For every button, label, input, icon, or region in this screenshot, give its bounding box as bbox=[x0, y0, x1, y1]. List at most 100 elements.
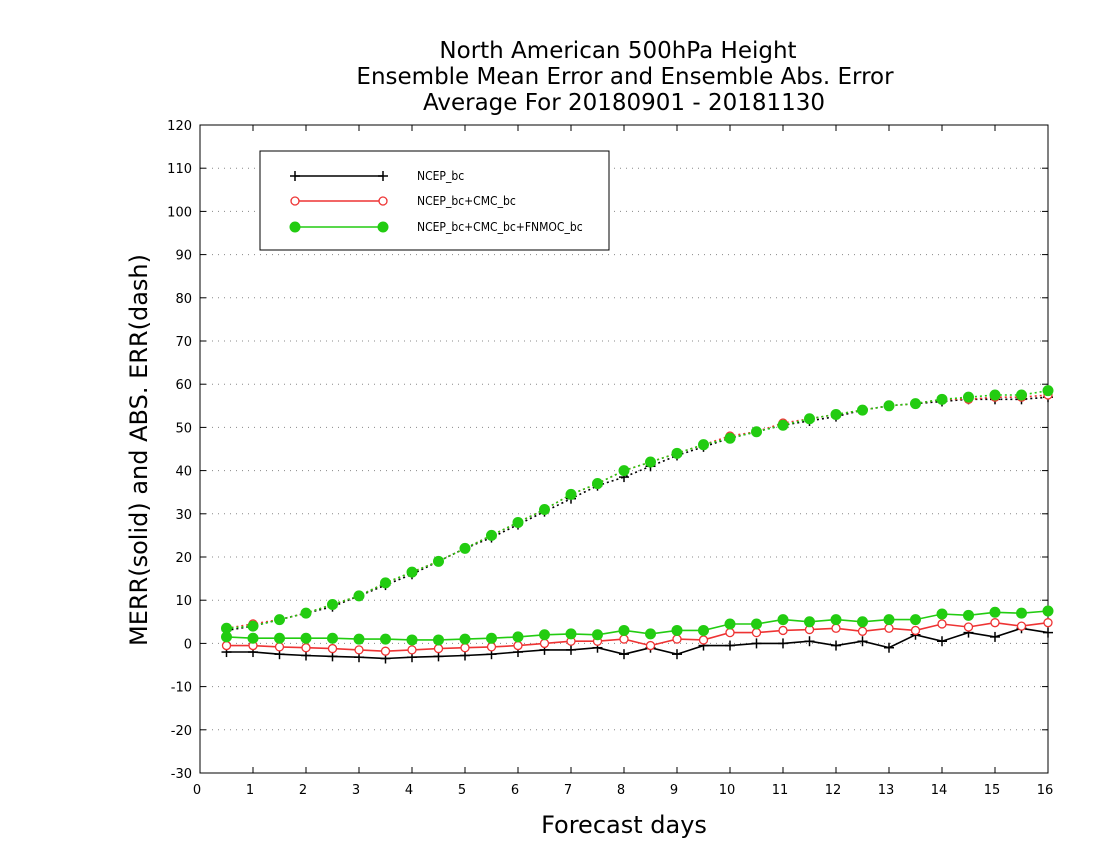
abs-err-point bbox=[645, 456, 656, 468]
merr-point bbox=[963, 622, 974, 632]
merr-point bbox=[778, 625, 788, 636]
merr-point bbox=[671, 624, 683, 636]
abs-err-point bbox=[539, 503, 550, 515]
legend-entry: NCEP_bc+CMC_bc+FNMOC_bc bbox=[289, 220, 583, 234]
merr-point bbox=[672, 649, 682, 660]
merr-point bbox=[512, 631, 524, 643]
merr-point bbox=[274, 632, 285, 644]
x-axis-label: Forecast days bbox=[541, 811, 707, 839]
x-tick-label: 10 bbox=[719, 783, 736, 798]
merr-point bbox=[301, 643, 311, 653]
merr-point bbox=[936, 608, 948, 620]
x-tick-label: 3 bbox=[352, 783, 360, 798]
abs-err-point bbox=[1042, 385, 1054, 397]
merr-point bbox=[274, 642, 285, 652]
abs-err-point bbox=[618, 465, 630, 477]
merr-point bbox=[300, 632, 312, 644]
y-tick-label: 80 bbox=[175, 292, 192, 307]
y-axis-label: MERR(solid) and ABS. ERR(dash) bbox=[125, 254, 153, 646]
merr-point bbox=[380, 633, 391, 645]
abs-err-point bbox=[857, 404, 868, 416]
abs-err-point bbox=[830, 408, 842, 420]
merr-point bbox=[327, 632, 338, 644]
merr-point bbox=[751, 638, 762, 649]
merr-point bbox=[354, 645, 364, 655]
y-tick-label: 50 bbox=[175, 421, 192, 436]
merr-point bbox=[725, 640, 735, 651]
y-tick-label: 20 bbox=[175, 551, 192, 566]
merr-point bbox=[804, 616, 815, 628]
abs-err-point bbox=[247, 620, 259, 632]
merr-point bbox=[618, 624, 630, 636]
y-tick-label: 30 bbox=[175, 508, 192, 523]
merr-point bbox=[910, 614, 921, 626]
merr-point bbox=[513, 640, 523, 651]
abs-err-point bbox=[1016, 389, 1027, 401]
merr-point bbox=[433, 634, 444, 646]
abs-err-point bbox=[512, 516, 524, 528]
merr-point bbox=[990, 631, 1000, 642]
x-tick-label: 11 bbox=[772, 783, 789, 798]
abs-err-point bbox=[486, 529, 497, 541]
abs-err-point bbox=[433, 555, 444, 567]
chart-title-line-3: Average For 20180901 - 20181130 bbox=[423, 90, 825, 116]
merr-point bbox=[380, 646, 391, 656]
y-tick-label: 60 bbox=[175, 378, 192, 393]
y-tick-label: 120 bbox=[167, 119, 192, 134]
merr-point bbox=[221, 640, 232, 651]
merr-point bbox=[751, 618, 762, 630]
merr-point bbox=[566, 644, 576, 655]
x-tick-label: 8 bbox=[617, 783, 625, 798]
series-abs-err-line bbox=[226, 389, 1049, 630]
x-tick-label: 12 bbox=[825, 783, 842, 798]
merr-point bbox=[698, 635, 709, 645]
merr-point bbox=[486, 632, 497, 644]
legend-marker bbox=[290, 196, 300, 206]
y-tick-label: 0 bbox=[184, 637, 192, 652]
legend-marker bbox=[377, 221, 389, 233]
merr-point bbox=[672, 634, 682, 644]
merr-point bbox=[884, 623, 894, 633]
merr-point bbox=[486, 642, 497, 652]
merr-point bbox=[1042, 605, 1054, 617]
legend-entry: NCEP_bc+CMC_bc bbox=[290, 194, 516, 208]
merr-point bbox=[857, 636, 868, 647]
abs-err-point bbox=[327, 599, 338, 611]
merr-point bbox=[645, 628, 656, 640]
legend-marker bbox=[378, 171, 388, 181]
merr-point bbox=[804, 636, 815, 647]
series-lines bbox=[221, 385, 1054, 664]
merr-point bbox=[619, 634, 629, 644]
abs-err-point bbox=[963, 391, 974, 403]
merr-point bbox=[884, 642, 894, 653]
merr-point bbox=[990, 618, 1000, 628]
merr-point bbox=[619, 649, 629, 660]
y-tick-label: 110 bbox=[167, 162, 192, 177]
abs-err-point bbox=[936, 393, 948, 405]
merr-point bbox=[910, 625, 921, 636]
merr-point bbox=[459, 633, 471, 645]
series-abs-err-line bbox=[226, 394, 1049, 630]
legend-marker bbox=[378, 196, 388, 206]
y-tick-label: 10 bbox=[175, 594, 192, 609]
merr-point bbox=[725, 627, 735, 638]
series-2 bbox=[221, 385, 1054, 646]
merr-point bbox=[963, 609, 974, 621]
series-abs-err-line bbox=[226, 396, 1049, 632]
abs-err-point bbox=[910, 398, 921, 410]
merr-point bbox=[460, 643, 470, 653]
abs-err-point bbox=[883, 400, 895, 412]
x-tick-label: 16 bbox=[1037, 783, 1054, 798]
y-tick-label: 100 bbox=[167, 205, 192, 220]
merr-point bbox=[937, 636, 947, 647]
legend-entry: NCEP_bc bbox=[290, 169, 464, 183]
merr-point bbox=[565, 628, 577, 640]
legend: NCEP_bc NCEP_bc+CMC_bc NCEP_bc+CMC_bc+FNMO… bbox=[259, 150, 610, 251]
chart-title: North American 500hPa Height Ensemble Me… bbox=[356, 38, 894, 116]
abs-err-point bbox=[751, 426, 762, 438]
merr-point bbox=[883, 614, 895, 626]
merr-point bbox=[1016, 607, 1027, 619]
x-tick-label: 4 bbox=[405, 783, 413, 798]
legend-marker bbox=[289, 221, 301, 233]
